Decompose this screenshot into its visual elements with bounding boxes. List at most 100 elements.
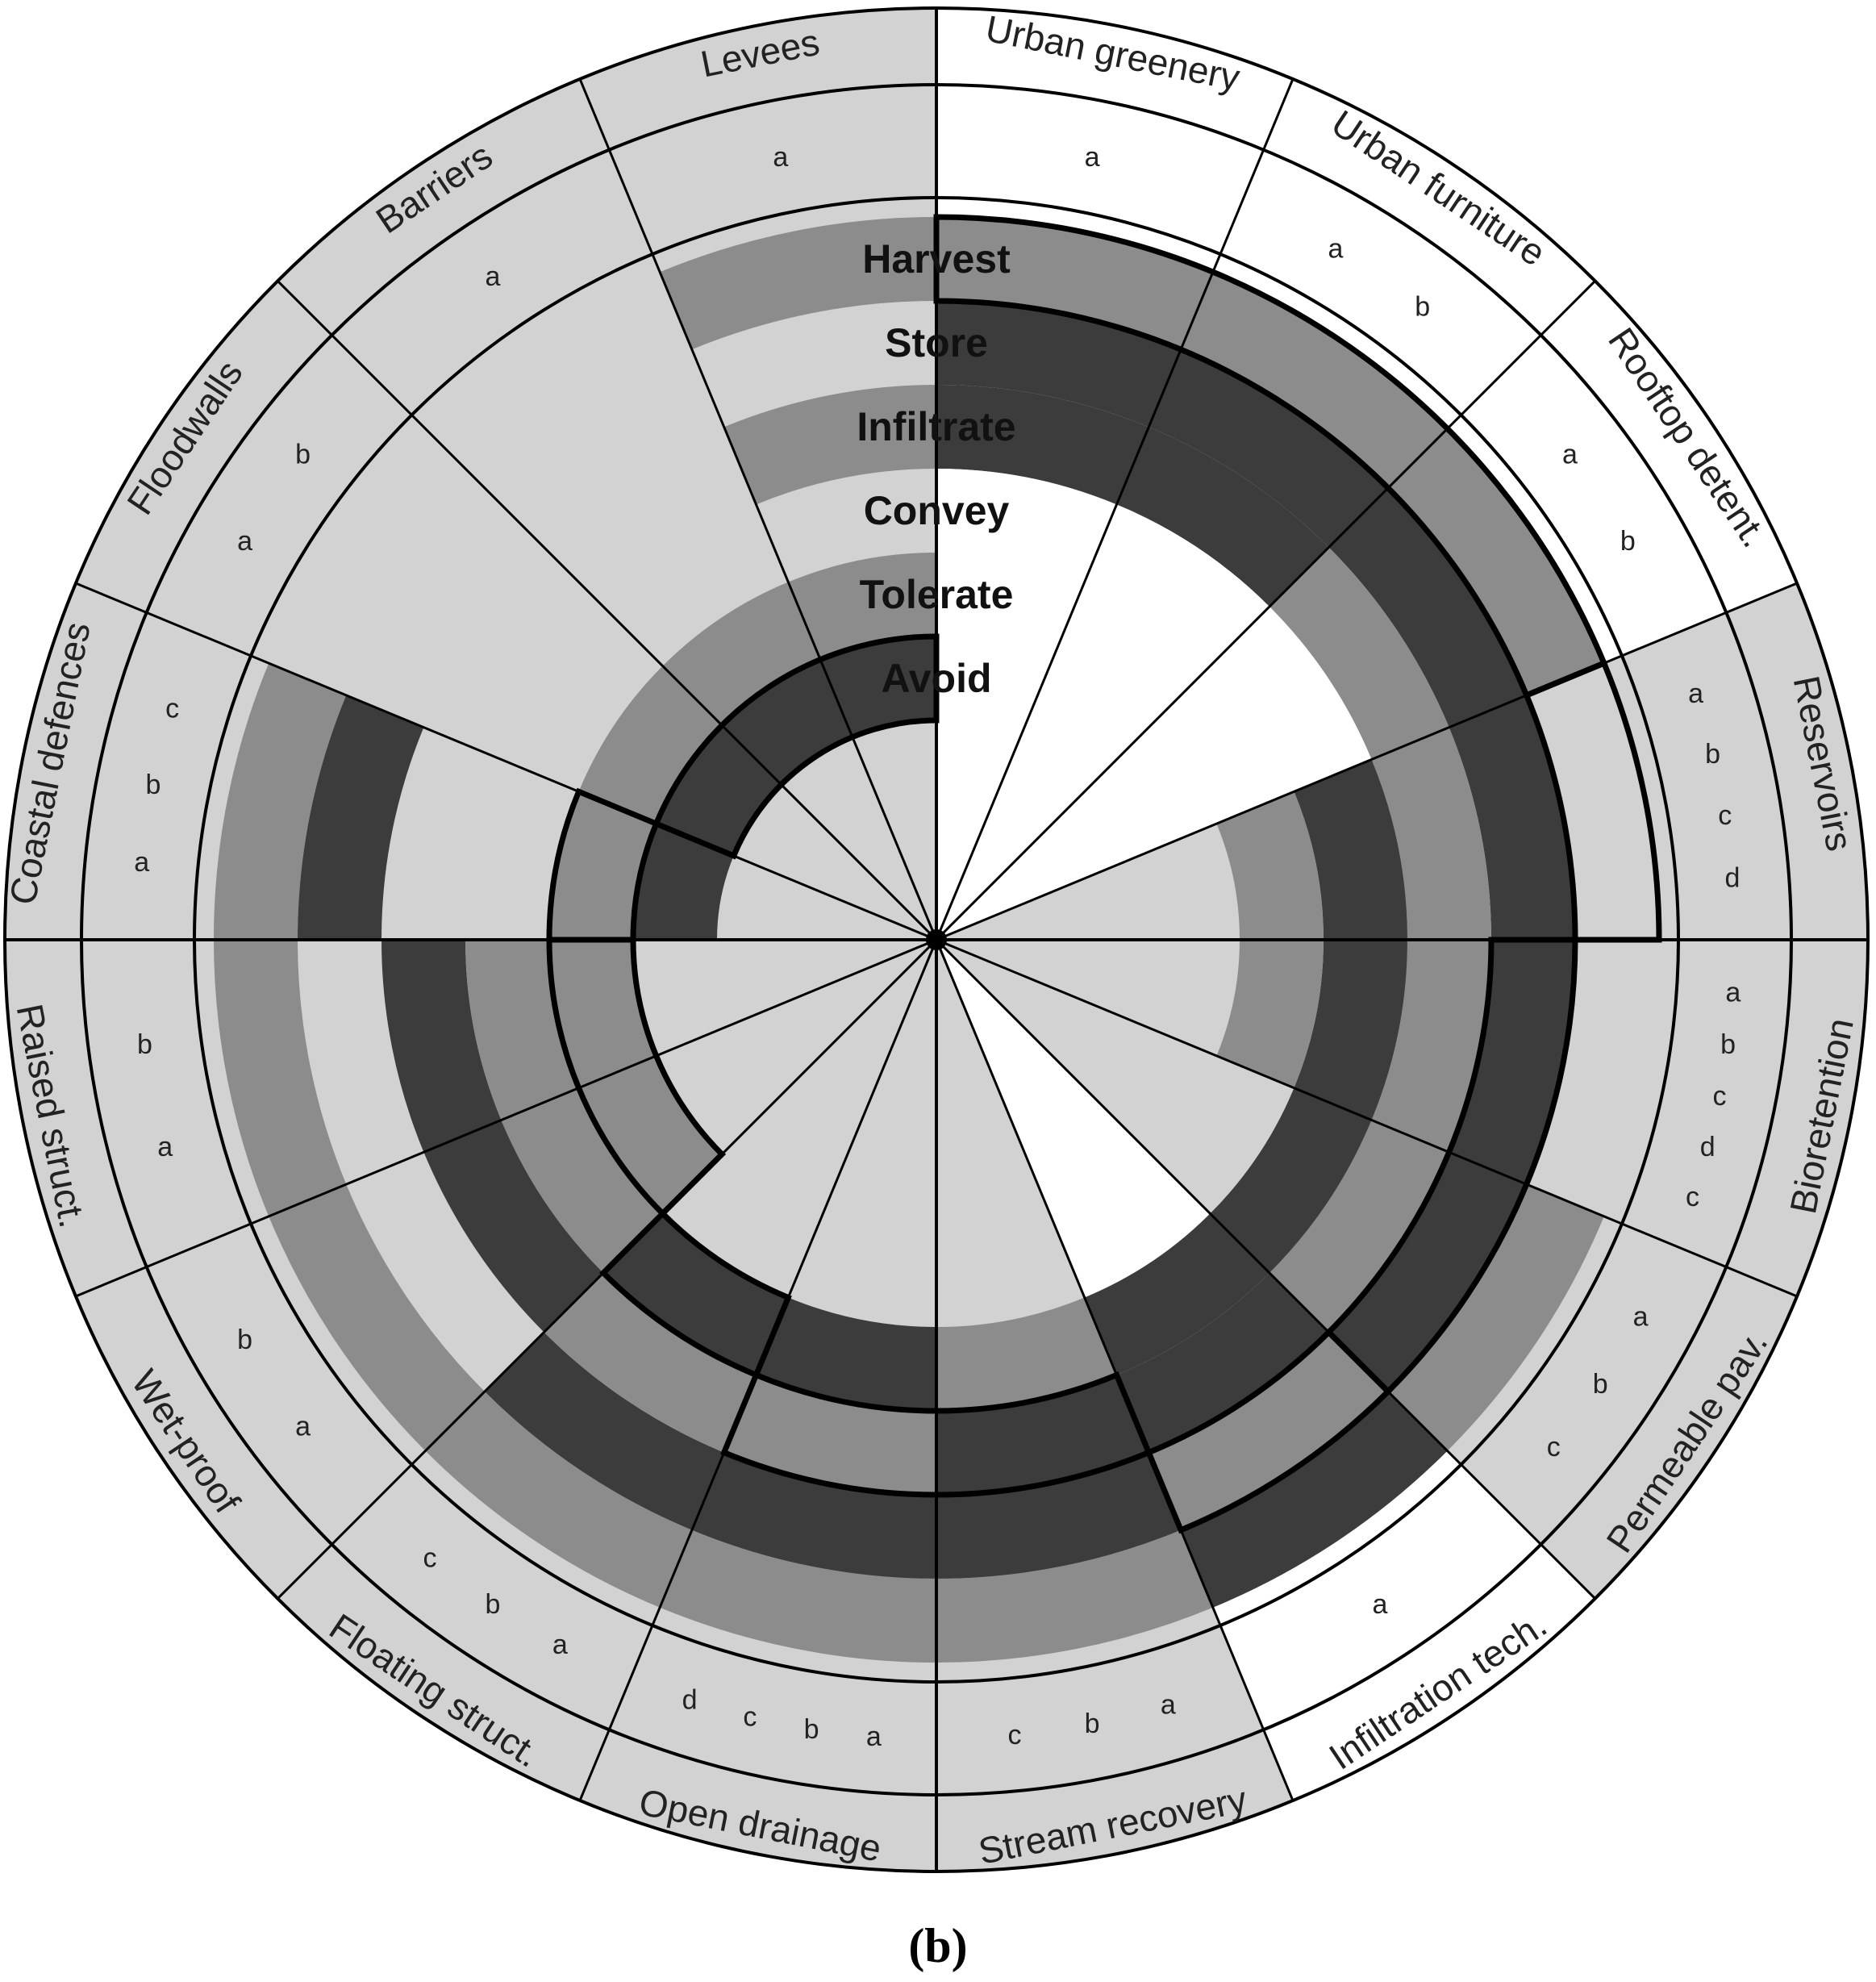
rating-cell-barriers-1: [662, 582, 821, 726]
spoke-line: [277, 280, 938, 941]
spoke-line: [935, 938, 1596, 1600]
rating-cell-levees-5: [660, 217, 936, 350]
figure-caption: (b): [908, 1919, 967, 1972]
sub-label-floating-struct-a: a: [552, 1629, 568, 1660]
rating-cell-floating-struct-3: [544, 1272, 757, 1453]
rating-cell-stream-recovery-2: [936, 1297, 1117, 1411]
grid-lines: [3, 6, 1870, 1873]
rating-cell-stream-recovery-5: [936, 1529, 1213, 1663]
sub-label-bioretention-c: c: [1712, 1081, 1726, 1112]
sub-label-open-drainage-a: a: [866, 1721, 882, 1752]
rating-cell-coastal-defences-4: [298, 695, 424, 940]
rating-cell-open-drainage-4: [691, 1452, 936, 1579]
rating-cell-infiltration-tech-5: [1181, 1392, 1448, 1608]
sub-label-open-drainage-d: d: [682, 1685, 698, 1716]
ring-label-convey: Convey: [864, 488, 1010, 533]
sub-label-open-drainage-b: b: [804, 1714, 819, 1745]
rating-cell-infiltration-tech-3: [1116, 1272, 1329, 1453]
sub-label-rooftop-detent-a: a: [1562, 439, 1578, 469]
rating-cell-urban-furniture-2: [1084, 504, 1269, 666]
rating-cell-floodwalls-1: [578, 666, 723, 824]
rating-cell-wet-proof-1: [578, 1055, 723, 1214]
strategy-outline-segment: [546, 787, 661, 943]
sub-label-floating-struct-b: b: [486, 1589, 501, 1620]
spoke-line: [75, 938, 937, 1298]
sub-label-infiltration-tech-a: a: [1373, 1589, 1388, 1620]
sub-label-floodwalls-a: a: [237, 526, 252, 557]
sub-label-raised-struct-a: a: [157, 1132, 173, 1162]
ring-label-harvest: Harvest: [862, 236, 1011, 282]
sub-label-reservoirs-d: d: [1724, 862, 1740, 893]
rating-cell-bioretention-4: [1449, 940, 1575, 1185]
strategy-outline-segment: [599, 1209, 792, 1379]
strategy-outline-segment: [1144, 1328, 1392, 1534]
strategy-outline-segment: [652, 633, 940, 860]
sub-label-reservoirs-c: c: [1718, 800, 1732, 831]
rating-cell-stream-recovery-4: [936, 1452, 1182, 1579]
spoke-line: [935, 280, 1596, 941]
strategy-outline-segment: [720, 1371, 1153, 1498]
rating-cell-urban-furniture-5: [1181, 272, 1448, 488]
sub-label-open-drainage-c: c: [743, 1702, 757, 1733]
rating-cell-open-drainage-3: [723, 1375, 936, 1495]
rating-cell-reservoirs-3: [1371, 727, 1491, 940]
spoke-line: [578, 78, 938, 941]
ring-label-tolerate: Tolerate: [860, 572, 1014, 617]
rating-cell-raised-struct-3: [381, 940, 502, 1153]
rating-cell-coastal-defences-5: [214, 663, 347, 940]
ring-label-infiltrate: Infiltrate: [857, 404, 1015, 449]
sub-label-barriers-a: a: [486, 261, 501, 292]
rating-cell-floating-struct-5: [425, 1392, 692, 1608]
rating-cell-urban-furniture-4: [1149, 349, 1389, 548]
sub-label-levees-a: a: [773, 142, 788, 173]
rating-cell-open-drainage-5: [660, 1529, 936, 1663]
sub-label-bioretention-b: b: [1720, 1029, 1736, 1060]
rating-cell-raised-struct-1: [549, 940, 657, 1088]
rating-cell-coastal-defences-0: [633, 824, 734, 940]
sub-label-stream-recovery-a: a: [1161, 1689, 1176, 1720]
sub-label-bioretention-d: d: [1700, 1132, 1715, 1162]
spoke-line: [936, 582, 1798, 941]
rating-cell-rooftop-detent-4: [1328, 487, 1527, 728]
rating-cell-wet-proof-3: [423, 1120, 604, 1333]
strategy-outline: [546, 214, 1662, 1534]
sub-label-urban-furniture-b: b: [1415, 292, 1430, 323]
sub-label-reservoirs-a: a: [1688, 678, 1703, 709]
sub-label-urban-greenery-a: a: [1085, 142, 1100, 173]
rating-cell-rooftop-detent-2: [1210, 607, 1372, 792]
rating-cell-reservoirs-1: [1216, 791, 1324, 940]
rating-cell-levees-1: [788, 553, 936, 660]
rating-cell-urban-greenery-4: [936, 301, 1182, 428]
spoke-line: [75, 582, 937, 941]
sub-label-bioretention-a: a: [1725, 978, 1741, 1008]
rating-cell-rooftop-detent-5: [1388, 428, 1604, 695]
rating-cells: [214, 217, 1604, 1663]
sub-label-floating-struct-c: c: [423, 1542, 436, 1573]
sub-label-permeable-pav-b: b: [1593, 1369, 1608, 1400]
ring-label-store: Store: [885, 320, 988, 365]
rating-cell-bioretention-2: [1294, 940, 1408, 1120]
rating-cell-bioretention-3: [1371, 940, 1491, 1153]
sub-label-stream-recovery-c: c: [1008, 1720, 1022, 1750]
rating-cell-permeable-pav-5: [1388, 1184, 1604, 1451]
ring-label-avoid: Avoid: [881, 656, 991, 701]
rating-cell-urban-greenery-2: [936, 469, 1117, 582]
sub-label-stream-recovery-b: b: [1085, 1709, 1100, 1739]
rating-cell-permeable-pav-2: [1210, 1087, 1372, 1273]
rating-cell-permeable-pav-3: [1269, 1120, 1449, 1333]
rating-cell-raised-struct-5: [214, 940, 347, 1216]
sub-label-permeable-pav-c: c: [1547, 1432, 1561, 1463]
sub-label-coastal-defences-c: c: [165, 694, 179, 724]
rating-cell-urban-greenery-3: [936, 385, 1149, 505]
rating-cell-infiltration-tech-2: [1084, 1213, 1269, 1375]
rating-cell-rooftop-detent-3: [1269, 547, 1449, 760]
sub-label-permeable-pav-a: a: [1633, 1302, 1649, 1333]
strategy-outline-segment: [1523, 659, 1662, 943]
spoke-line: [935, 939, 1294, 1801]
sub-label-coastal-defences-b: b: [146, 770, 161, 800]
spoke-line: [936, 938, 1798, 1298]
sub-label-urban-furniture-a: a: [1328, 234, 1344, 265]
spoke-line: [935, 78, 1294, 941]
